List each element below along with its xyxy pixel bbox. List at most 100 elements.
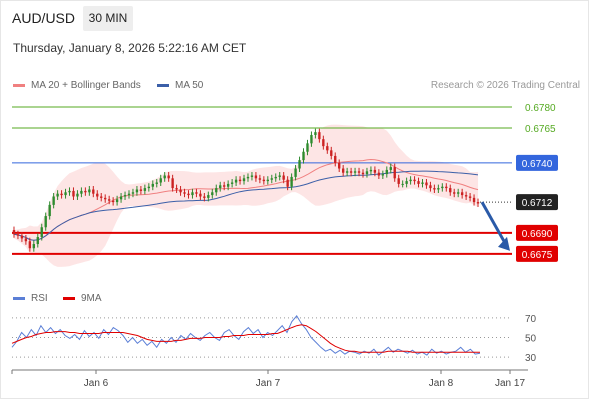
candle-body bbox=[64, 192, 67, 196]
candle-body bbox=[44, 216, 47, 228]
candle-body bbox=[123, 195, 127, 197]
candle-body bbox=[270, 178, 273, 180]
candle-body bbox=[219, 185, 222, 189]
candle-body bbox=[302, 151, 305, 161]
candle-body bbox=[393, 167, 396, 179]
candle-body bbox=[199, 193, 202, 197]
level-tag-support-2 bbox=[516, 245, 558, 262]
candle-body bbox=[338, 162, 341, 169]
candle-body bbox=[60, 193, 63, 196]
candle-body bbox=[16, 234, 20, 236]
candle-body bbox=[215, 188, 218, 193]
ma50-swatch bbox=[157, 84, 169, 87]
candle-body bbox=[238, 179, 242, 182]
candle-body bbox=[131, 192, 135, 194]
candle-body bbox=[298, 160, 301, 169]
candle-body bbox=[40, 227, 43, 238]
candle-body bbox=[211, 192, 214, 196]
candle-body bbox=[230, 182, 234, 184]
candle-body bbox=[330, 150, 333, 156]
candle-body bbox=[310, 134, 313, 144]
candle-body bbox=[322, 139, 325, 147]
rsi-tick-label: 70 bbox=[525, 314, 537, 325]
candle-body bbox=[377, 172, 381, 176]
ma20-line bbox=[13, 158, 479, 241]
candle-body bbox=[143, 188, 147, 191]
legend-ma20-label: MA 20 + Bollinger Bands bbox=[31, 80, 141, 91]
candle-body bbox=[286, 179, 289, 187]
candle-body bbox=[76, 193, 79, 197]
candle-body bbox=[357, 171, 361, 173]
last-price-tag bbox=[516, 194, 558, 211]
candle-body bbox=[314, 132, 317, 135]
candle-body bbox=[195, 192, 198, 194]
candle-body bbox=[258, 178, 262, 180]
forecast-arrow-shaft bbox=[480, 201, 508, 246]
candle-body bbox=[28, 241, 32, 249]
candle-body bbox=[334, 155, 337, 163]
candle-body bbox=[254, 175, 258, 179]
candle-body bbox=[306, 143, 309, 152]
candle-body bbox=[318, 132, 321, 140]
candle-body bbox=[175, 188, 178, 190]
rsi-ma-line bbox=[11, 324, 480, 353]
legend-rsi-label: RSI bbox=[31, 293, 48, 304]
forecast-arrow-head bbox=[498, 236, 510, 251]
candle-body bbox=[48, 204, 51, 217]
candle-body bbox=[171, 178, 174, 189]
candle-body bbox=[349, 171, 353, 173]
candle-body bbox=[445, 186, 448, 189]
candle-body bbox=[405, 181, 408, 184]
x-tick-label: Jan 7 bbox=[256, 378, 281, 389]
candle-body bbox=[183, 192, 186, 194]
candle-body bbox=[20, 235, 24, 239]
candle-body bbox=[250, 175, 254, 177]
candle-body bbox=[460, 192, 464, 196]
candle-body bbox=[115, 199, 119, 203]
candle-body bbox=[341, 168, 345, 173]
candle-body bbox=[84, 190, 87, 193]
candle-body bbox=[147, 186, 151, 189]
last-price-label: 0.6712 bbox=[522, 198, 553, 209]
candle-body bbox=[135, 189, 139, 193]
x-tick-label: Jan 6 bbox=[84, 378, 109, 389]
candle-body bbox=[417, 181, 420, 184]
candle-body bbox=[163, 175, 166, 179]
legend-ma50-label: MA 50 bbox=[175, 80, 204, 91]
candle-body bbox=[203, 196, 206, 198]
candle-body bbox=[32, 244, 36, 249]
candle-body bbox=[52, 196, 55, 205]
candle-body bbox=[472, 197, 476, 203]
candle-body bbox=[92, 189, 95, 194]
level-label-resistance-2: 0.6780 bbox=[525, 103, 556, 114]
timeframe-badge[interactable]: 30 MIN bbox=[83, 6, 133, 31]
ma20-swatch bbox=[13, 84, 25, 87]
candle-body bbox=[425, 182, 428, 186]
level-tag-pivot bbox=[516, 154, 558, 171]
candle-body bbox=[36, 237, 39, 245]
candle-body bbox=[409, 179, 412, 182]
legend-ma50: MA 50 bbox=[157, 80, 203, 91]
level-label-pivot: 0.6740 bbox=[522, 159, 553, 170]
candle-body bbox=[24, 238, 28, 242]
candle-body bbox=[56, 193, 59, 197]
credit-text: Research © 2026 Trading Central bbox=[430, 80, 580, 91]
candle-body bbox=[401, 183, 404, 185]
candle-body bbox=[397, 178, 400, 184]
bollinger-band bbox=[13, 124, 479, 267]
candle-body bbox=[226, 183, 230, 187]
candle-body bbox=[433, 188, 436, 190]
candle-body bbox=[468, 196, 472, 198]
rsi-swatch bbox=[13, 297, 25, 300]
candle-body bbox=[294, 168, 297, 177]
rsi-ma-swatch bbox=[63, 297, 75, 300]
candle-body bbox=[187, 193, 190, 196]
candle-body bbox=[381, 174, 385, 176]
candle-body bbox=[207, 195, 210, 198]
candle-body bbox=[119, 196, 123, 200]
candle-body bbox=[369, 169, 373, 172]
candle-body bbox=[456, 192, 460, 194]
candle-body bbox=[266, 179, 270, 182]
rsi-tick-label: 30 bbox=[525, 353, 537, 364]
